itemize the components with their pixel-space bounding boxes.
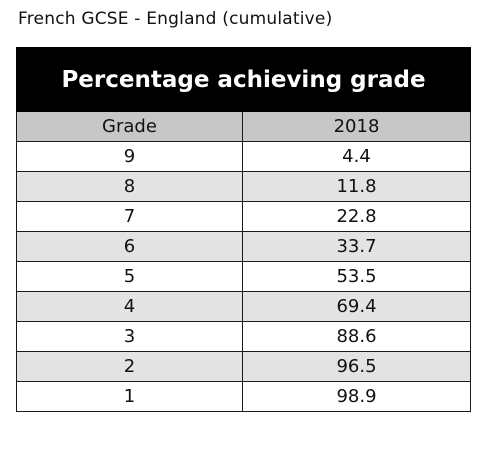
percentage-cell: 98.9 bbox=[242, 381, 471, 412]
percentage-cell: 53.5 bbox=[242, 261, 471, 292]
table-row: 6 33.7 bbox=[16, 231, 471, 262]
table-title: Percentage achieving grade bbox=[16, 47, 471, 112]
grade-cell: 2 bbox=[16, 351, 243, 382]
percentage-cell: 96.5 bbox=[242, 351, 471, 382]
grade-cell: 1 bbox=[16, 381, 243, 412]
table-row: 3 88.6 bbox=[16, 321, 471, 352]
percentage-cell: 88.6 bbox=[242, 321, 471, 352]
table-row: 5 53.5 bbox=[16, 261, 471, 292]
table-row: 7 22.8 bbox=[16, 201, 471, 232]
column-header-row: Grade 2018 bbox=[16, 111, 471, 142]
percentage-cell: 11.8 bbox=[242, 171, 471, 202]
grade-cell: 9 bbox=[16, 141, 243, 172]
grade-cell: 5 bbox=[16, 261, 243, 292]
table-row: 4 69.4 bbox=[16, 291, 471, 322]
grade-table-container: Percentage achieving grade Grade 2018 9 … bbox=[16, 47, 471, 412]
grade-cell: 3 bbox=[16, 321, 243, 352]
table-row: 2 96.5 bbox=[16, 351, 471, 382]
table-row: 9 4.4 bbox=[16, 141, 471, 172]
grade-cell: 6 bbox=[16, 231, 243, 262]
table-row: 8 11.8 bbox=[16, 171, 471, 202]
grade-cell: 8 bbox=[16, 171, 243, 202]
percentage-cell: 22.8 bbox=[242, 201, 471, 232]
percentage-cell: 4.4 bbox=[242, 141, 471, 172]
percentage-cell: 69.4 bbox=[242, 291, 471, 322]
column-header-year: 2018 bbox=[242, 111, 471, 142]
column-header-grade: Grade bbox=[16, 111, 243, 142]
grade-cell: 4 bbox=[16, 291, 243, 322]
grade-table: Percentage achieving grade Grade 2018 9 … bbox=[16, 47, 471, 412]
table-row: 1 98.9 bbox=[16, 381, 471, 412]
table-caption: French GCSE - England (cumulative) bbox=[18, 9, 333, 29]
grade-cell: 7 bbox=[16, 201, 243, 232]
percentage-cell: 33.7 bbox=[242, 231, 471, 262]
